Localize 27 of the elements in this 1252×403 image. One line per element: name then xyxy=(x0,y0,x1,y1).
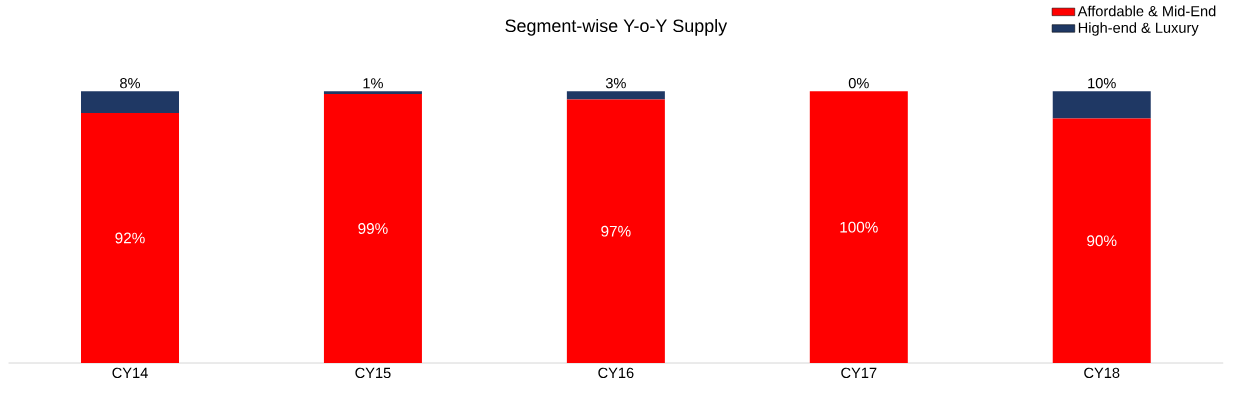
data-label: 92% xyxy=(115,232,145,244)
data-label: 97% xyxy=(601,225,631,237)
data-label: 1% xyxy=(363,78,383,89)
bar xyxy=(323,91,422,94)
bar xyxy=(566,91,665,100)
data-label: 90% xyxy=(1087,235,1117,247)
x-tick-label: CY14 xyxy=(112,367,148,379)
x-tick-label: CY18 xyxy=(1084,367,1120,379)
bar xyxy=(809,91,908,363)
bar xyxy=(1052,91,1151,119)
x-tick-label: CY16 xyxy=(598,367,634,379)
bar xyxy=(323,93,422,363)
data-label: 0% xyxy=(848,78,869,89)
bar xyxy=(81,113,179,363)
data-label: 8% xyxy=(120,78,141,89)
bar xyxy=(1052,118,1151,363)
chart-title: Segment-wise Y-o-Y Supply xyxy=(505,18,728,36)
data-label: 99% xyxy=(358,223,388,234)
bar xyxy=(566,99,665,363)
x-tick-label: CY15 xyxy=(355,367,391,379)
x-tick-label: CY17 xyxy=(841,367,877,379)
legend-label: Affordable & Mid-End xyxy=(1077,5,1216,17)
data-label: 100% xyxy=(840,221,878,233)
data-label: 10% xyxy=(1088,78,1116,89)
bar xyxy=(81,91,179,114)
legend-label: High-end & Luxury xyxy=(1078,22,1199,36)
data-label: 3% xyxy=(605,78,626,89)
